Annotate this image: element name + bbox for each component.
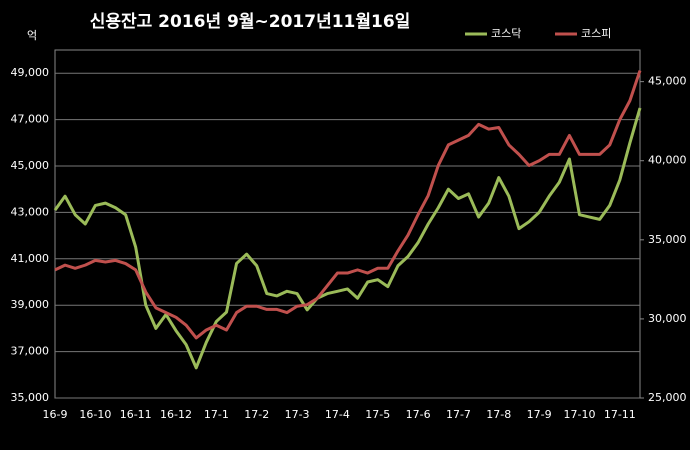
x-tick-label: 17-6 (406, 408, 431, 421)
y-tick-label: 49,000 (11, 66, 50, 79)
y-tick-label: 37,000 (11, 345, 50, 358)
y-axis-label: 억 (27, 29, 37, 42)
y2-tick-label: 30,000 (648, 312, 687, 325)
x-tick-label: 17-11 (604, 408, 636, 421)
x-tick-label: 16-11 (120, 408, 152, 421)
y2-tick-label: 45,000 (648, 75, 687, 88)
x-tick-label: 17-10 (563, 408, 595, 421)
x-tick-label: 16-10 (79, 408, 111, 421)
x-tick-label: 16-12 (160, 408, 192, 421)
y2-tick-label: 25,000 (648, 391, 687, 404)
y2-tick-label: 40,000 (648, 154, 687, 167)
y-tick-label: 35,000 (11, 391, 50, 404)
legend-label: 코스닥 (491, 27, 521, 40)
series-line (53, 107, 642, 370)
chart-title: 신용잔고 2016년 9월~2017년11월16일 (90, 12, 411, 32)
y2-tick-label: 35,000 (648, 233, 687, 246)
y-tick-label: 41,000 (11, 252, 50, 265)
x-tick-label: 16-9 (43, 408, 68, 421)
y-tick-label: 39,000 (11, 298, 50, 311)
y-tick-label: 47,000 (11, 113, 50, 126)
x-tick-label: 17-7 (446, 408, 471, 421)
x-tick-label: 17-8 (486, 408, 511, 421)
x-tick-label: 17-5 (365, 408, 390, 421)
x-tick-label: 17-4 (325, 408, 350, 421)
x-tick-label: 17-1 (204, 408, 229, 421)
legend-label: 코스피 (581, 27, 611, 40)
y-tick-label: 45,000 (11, 159, 50, 172)
x-tick-label: 17-2 (244, 408, 269, 421)
series-line (54, 70, 642, 340)
x-tick-label: 17-9 (527, 408, 552, 421)
x-tick-label: 17-3 (285, 408, 310, 421)
y-tick-label: 43,000 (11, 205, 50, 218)
